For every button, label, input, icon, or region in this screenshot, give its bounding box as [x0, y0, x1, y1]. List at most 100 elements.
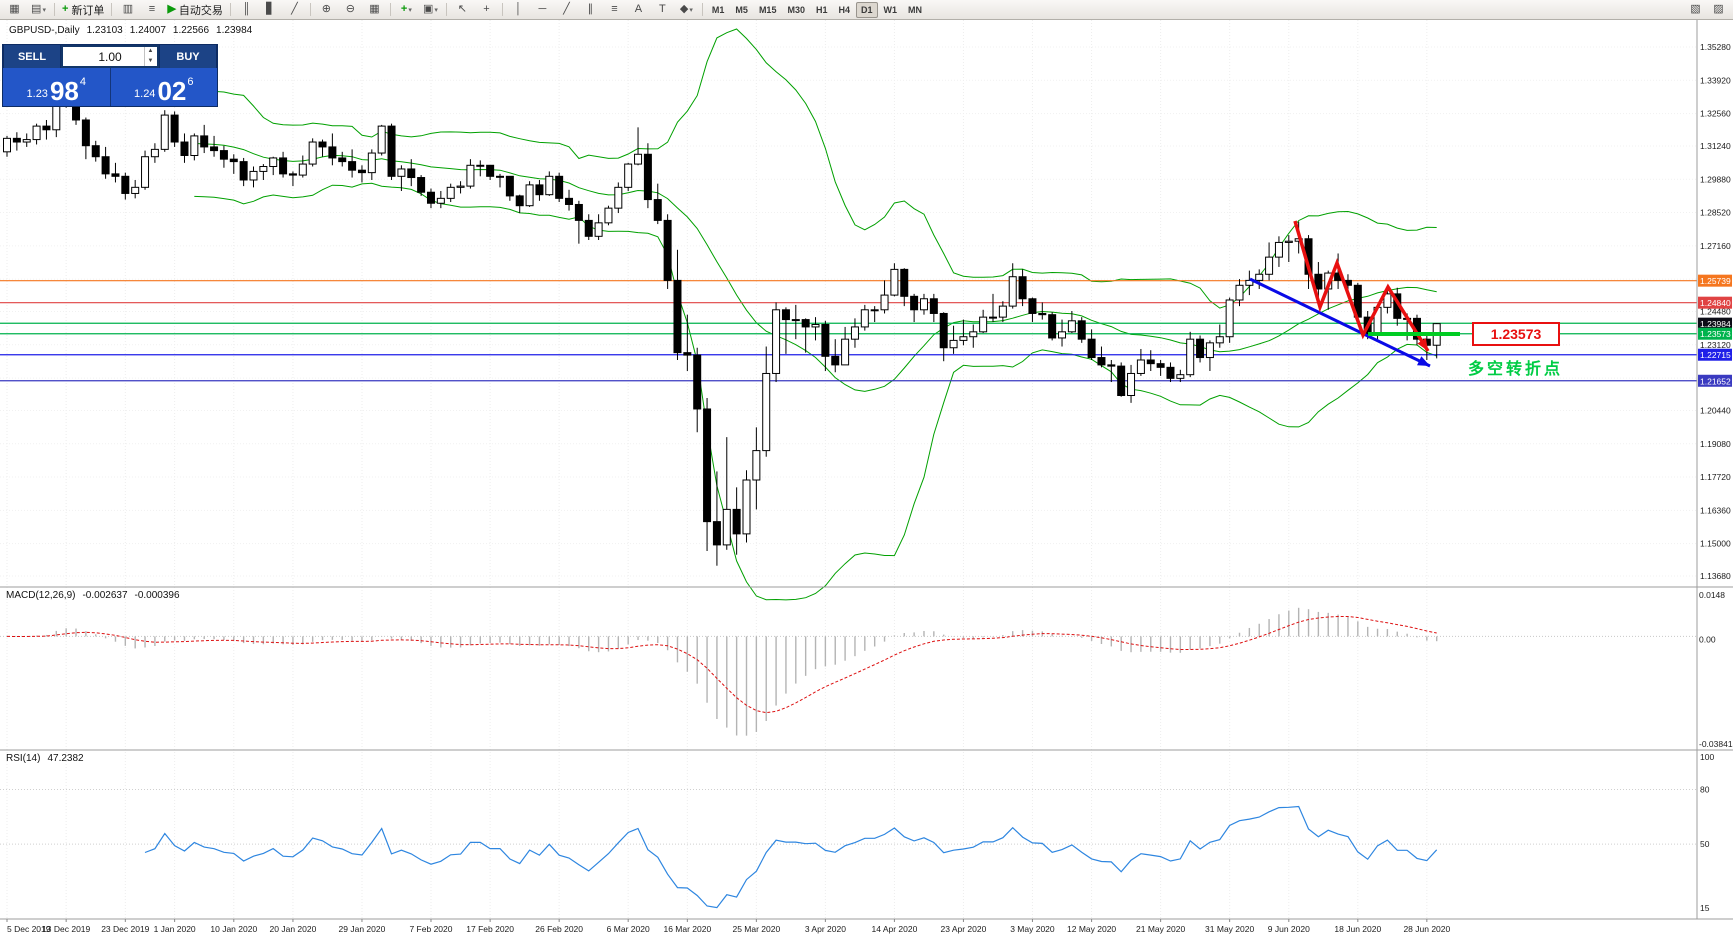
price-callout-box[interactable]: 1.23573	[1472, 322, 1560, 346]
cursor-icon: ↖	[457, 3, 468, 15]
strategy-tester-button[interactable]: ▥	[116, 0, 139, 19]
volume-down-icon[interactable]: ▼	[147, 57, 154, 64]
candles	[3, 73, 1441, 566]
macd-pane	[0, 607, 1697, 736]
ohlc-low: 1.22566	[172, 25, 210, 36]
profiles-icon: ▤	[31, 3, 42, 15]
volume-stepper[interactable]: ▲ ▼	[144, 47, 156, 66]
toolbar-separator	[389, 3, 391, 16]
metaeditor-button[interactable]: ≡	[140, 0, 163, 19]
ask-price[interactable]: 1.24 02 6	[111, 68, 218, 106]
horizontal-level-lines[interactable]	[0, 280, 1697, 382]
ohlc-open: 1.23103	[86, 25, 123, 36]
line-chart-button[interactable]: ╱	[283, 0, 306, 19]
autotrading-button[interactable]: ▶ 自动交易	[167, 3, 223, 17]
indicators-add-button[interactable]: + ▾	[400, 3, 412, 15]
chart-grid	[0, 20, 1697, 919]
svg-text:13 Dec 2019: 13 Dec 2019	[42, 924, 90, 934]
tile-windows-button[interactable]: ▦	[363, 0, 386, 19]
timeframe-h4-button[interactable]: H4	[838, 4, 850, 15]
toolbar-right-icons: ▧ ▨	[1684, 0, 1730, 19]
timeframe-d1-button[interactable]: D1	[856, 1, 878, 18]
timeframe-m5-button[interactable]: M5	[735, 4, 748, 15]
turning-point-note[interactable]: 多空转折点	[1468, 361, 1564, 378]
timeframe-h1-button[interactable]: H1	[815, 4, 828, 15]
rsi-value: 47.2382	[47, 753, 84, 764]
svg-text:1.15000: 1.15000	[1700, 539, 1731, 549]
trendline-icon: ╱	[563, 3, 570, 15]
new-chart-button[interactable]: ▦	[3, 0, 26, 19]
ohlc-high: 1.24007	[129, 25, 166, 36]
crosshair-button[interactable]: +	[475, 0, 498, 19]
strategy-tester-icon: ▥	[122, 3, 134, 15]
settings-button[interactable]: ▨	[1707, 0, 1730, 19]
timeframe-m15-button[interactable]: M15	[758, 4, 777, 15]
timeframe-m1-button[interactable]: M1	[711, 4, 725, 15]
svg-text:1.16360: 1.16360	[1700, 505, 1731, 515]
arrows-button[interactable]: ◆ ▾	[679, 3, 693, 15]
chart-list-icon: ▧	[1690, 3, 1701, 15]
candlestick-chart-button[interactable]: ▋	[259, 0, 282, 19]
tile-windows-icon: ▦	[369, 3, 380, 15]
toolbar-separator	[501, 3, 503, 16]
text-label-button[interactable]: T	[651, 0, 674, 19]
zoom-out-icon: ⊖	[345, 3, 356, 15]
sell-button[interactable]: SELL	[3, 45, 61, 68]
new-chart-icon: ▦	[9, 3, 20, 15]
svg-text:17 Feb 2020: 17 Feb 2020	[466, 924, 514, 934]
fibonacci-button[interactable]: ≡	[603, 0, 626, 19]
svg-text:1.17720: 1.17720	[1700, 472, 1731, 482]
svg-text:1.33920: 1.33920	[1700, 75, 1731, 85]
svg-text:1.22715: 1.22715	[1700, 350, 1731, 360]
timeframe-mn-button[interactable]: MN	[908, 4, 923, 15]
svg-text:20 Jan 2020: 20 Jan 2020	[270, 924, 317, 934]
pane-frames	[0, 20, 1733, 920]
chart-annotations[interactable]	[1249, 220, 1460, 368]
svg-text:1.21652: 1.21652	[1700, 376, 1731, 386]
svg-text:3 Apr 2020: 3 Apr 2020	[805, 924, 846, 934]
svg-text:1.19080: 1.19080	[1700, 439, 1731, 449]
templates-button[interactable]: ▣ ▾	[422, 3, 438, 15]
volume-value: 1.00	[98, 49, 122, 64]
timeframe-w1-button[interactable]: W1	[883, 4, 898, 15]
text-button[interactable]: A	[627, 0, 650, 19]
volume-input[interactable]: 1.00 ▲ ▼	[63, 47, 157, 66]
zoom-in-button[interactable]: ⊕	[315, 0, 338, 19]
horizontal-line-icon: ─	[538, 3, 547, 15]
crosshair-icon: +	[483, 3, 490, 15]
svg-text:16 Mar 2020: 16 Mar 2020	[663, 924, 711, 934]
bid-price[interactable]: 1.23 98 4	[3, 68, 111, 106]
equidistant-channel-button[interactable]: ∥	[579, 0, 602, 19]
autotrading-icon: ▶	[167, 3, 176, 15]
ask-sup: 6	[187, 76, 194, 88]
toolbar-separator	[54, 3, 55, 16]
line-chart-icon: ╱	[291, 3, 298, 15]
profiles-button[interactable]: ▤ ▾	[31, 3, 46, 15]
svg-text:1.13680: 1.13680	[1700, 571, 1731, 581]
vertical-line-button[interactable]: │	[507, 0, 530, 19]
chart-list-button[interactable]: ▧	[1684, 0, 1707, 19]
metaeditor-icon: ≡	[148, 3, 156, 15]
rsi-name: RSI(14)	[6, 753, 41, 764]
zoom-out-button[interactable]: ⊖	[339, 0, 362, 19]
timeframe-m30-button[interactable]: M30	[787, 4, 805, 15]
svg-text:100: 100	[1700, 752, 1714, 762]
volume-up-icon[interactable]: ▲	[147, 48, 154, 54]
toolbar-separator	[309, 3, 311, 16]
zoom-in-icon: ⊕	[321, 3, 332, 15]
toolbar-separator	[229, 3, 231, 16]
svg-text:1.20440: 1.20440	[1700, 405, 1731, 415]
horizontal-line-button[interactable]: ─	[531, 0, 554, 19]
trendline-button[interactable]: ╱	[555, 0, 578, 19]
svg-text:0.00: 0.00	[1699, 634, 1716, 644]
svg-text:3 May 2020: 3 May 2020	[1010, 924, 1055, 934]
rsi-indicator-header: RSI(14) 47.2382	[6, 753, 84, 764]
bar-chart-button[interactable]: ║	[235, 0, 258, 19]
svg-text:12 May 2020: 12 May 2020	[1067, 924, 1116, 934]
buy-button[interactable]: BUY	[159, 45, 217, 68]
cursor-button[interactable]: ↖	[451, 0, 474, 19]
new-order-button[interactable]: + 新订单	[62, 3, 105, 17]
